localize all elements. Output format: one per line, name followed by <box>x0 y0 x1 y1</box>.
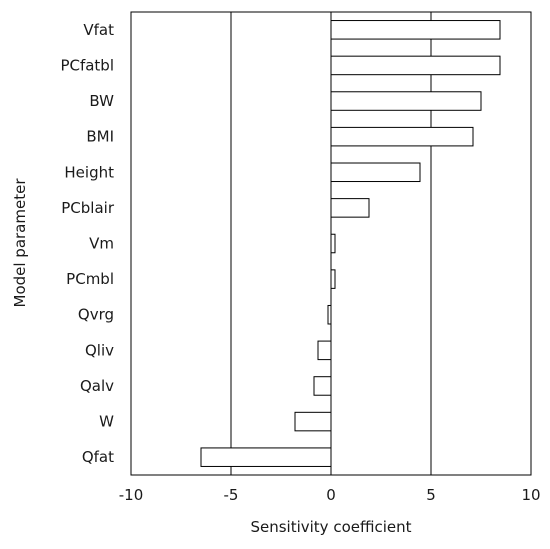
category-label-height: Height <box>64 163 114 181</box>
bar-w <box>294 411 332 432</box>
category-label-pcfatbl: PCfatbl <box>60 56 114 74</box>
category-label-pcblair: PCblair <box>61 199 115 217</box>
bar-vfat <box>330 20 501 40</box>
category-label-pcmbl: PCmbl <box>66 270 114 288</box>
bar-pcmbl <box>330 269 336 289</box>
bar-qalv <box>313 376 332 396</box>
category-label-qliv: Qliv <box>85 341 114 359</box>
category-label-w: W <box>99 413 114 431</box>
x-tick-label: -10 <box>119 486 144 504</box>
x-tick-label: 5 <box>426 486 436 504</box>
y-axis-title: Model parameter <box>11 178 29 308</box>
bar-vm <box>330 233 336 254</box>
category-label-qfat: Qfat <box>82 448 114 466</box>
x-tick-label: 10 <box>521 486 540 504</box>
bar-qfat <box>200 447 332 467</box>
category-label-vfat: Vfat <box>83 21 114 39</box>
bar-pcblair <box>330 198 370 218</box>
x-tick-labels: -10 -5 0 5 10 <box>119 486 541 504</box>
x-tick-label: -5 <box>224 486 239 504</box>
category-label-bw: BW <box>89 92 114 110</box>
category-labels: Vfat PCfatbl BW BMI Height PCblair Vm PCmbl Qvrg… <box>60 21 114 466</box>
category-label-bmi: BMI <box>86 128 114 146</box>
category-label-vm: Vm <box>89 235 114 253</box>
category-label-qvrg: Qvrg <box>78 306 114 324</box>
x-axis-title: Sensitivity coefficient <box>250 518 411 536</box>
bar-bmi <box>330 126 474 147</box>
x-tick-label: 0 <box>326 486 336 504</box>
bar-qliv <box>317 340 332 361</box>
bar-qvrg <box>327 304 332 325</box>
bar-pcfatbl <box>330 55 501 76</box>
bar-height <box>330 162 421 183</box>
category-label-qalv: Qalv <box>80 377 114 395</box>
bars <box>200 20 501 467</box>
bar-bw <box>330 91 482 111</box>
